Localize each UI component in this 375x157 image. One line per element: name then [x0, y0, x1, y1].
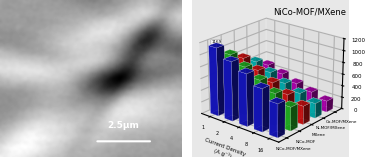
Title: NiCo-MOF/MXene: NiCo-MOF/MXene [273, 7, 346, 16]
Text: 2.5μm: 2.5μm [108, 121, 140, 130]
X-axis label: Current Density
(A g⁻¹): Current Density (A g⁻¹) [201, 138, 246, 157]
